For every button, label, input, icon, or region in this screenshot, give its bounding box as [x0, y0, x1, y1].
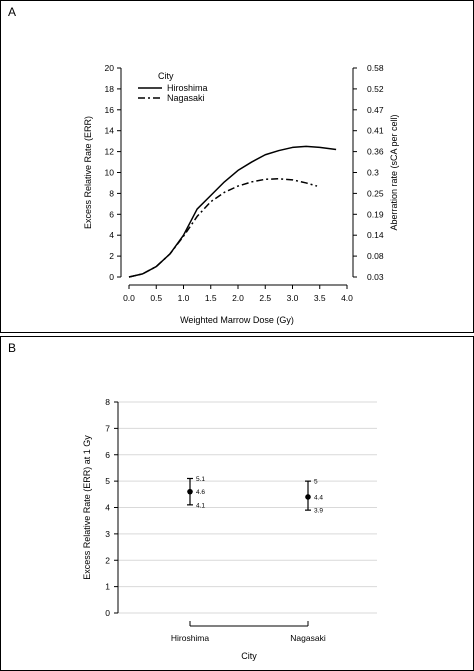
- upper-label-nagasaki: 5: [314, 479, 318, 486]
- panel-b-label: B: [8, 341, 17, 355]
- y-tick-label: 4: [105, 503, 110, 513]
- lower-label-hiroshima: 4.1: [196, 502, 205, 509]
- y-tick-label: 5: [105, 476, 110, 486]
- y2-tick-label: 0.25: [367, 188, 384, 198]
- y-tick-label: 7: [105, 423, 110, 433]
- point-nagasaki: [305, 494, 311, 500]
- y2-tick-label: 0.08: [367, 251, 384, 261]
- y-axis-title: Excess Relative Rate (ERR): [83, 116, 93, 229]
- series-line-hiroshima: [128, 145, 337, 278]
- y2-tick-label: 0.36: [367, 147, 384, 157]
- y-tick-label: 2: [105, 555, 110, 565]
- dose-response-chart: 0 2 4 6 8 10 12 14 16 18 20 0.03 0.08 0.14 0.19 0.25 0.3…: [83, 63, 399, 325]
- y-axis-title: Excess Relative Rate (ERR) at 1 Gy: [82, 435, 92, 580]
- panel-a: A 0 2 4 6 8 10 12 14 16 18 20 0.03 0.08 0.14 0.19 0.25 0…: [0, 0, 474, 333]
- y2-tick-label: 0.47: [367, 105, 384, 115]
- x-tick-label: 4.0: [341, 293, 353, 303]
- err-by-city-chart: 0 1 2 3 4 5 6 7 8 Hiroshima Nagasaki City Excess Rel…: [82, 397, 377, 661]
- x-tick-label: Hiroshima: [171, 633, 210, 643]
- y-tick-label: 6: [109, 209, 114, 219]
- y2-tick-label: 0.19: [367, 209, 384, 219]
- x-tick-label: 0.5: [150, 293, 162, 303]
- value-label-nagasaki: 4.4: [314, 494, 323, 501]
- y2-tick-label: 0.03: [367, 272, 384, 282]
- x-tick-label: 3.0: [287, 293, 299, 303]
- y-tick-label: 8: [109, 188, 114, 198]
- x-tick-label: 2.0: [232, 293, 244, 303]
- y-tick-label: 6: [105, 450, 110, 460]
- y2-tick-label: 0.14: [367, 230, 384, 240]
- y-tick-label: 12: [105, 147, 115, 157]
- legend-label-hiroshima: Hiroshima: [167, 83, 208, 93]
- value-label-hiroshima: 4.6: [196, 489, 205, 496]
- y2-tick-label: 0.3: [367, 168, 379, 178]
- x-tick-label: 3.5: [314, 293, 326, 303]
- x-tick-label: 1.0: [178, 293, 190, 303]
- x-tick-label: Nagasaki: [290, 633, 326, 643]
- point-hiroshima: [187, 488, 193, 495]
- x-axis-title: City: [241, 651, 257, 661]
- y2-tick-label: 0.41: [367, 126, 384, 136]
- y-tick-label: 2: [109, 251, 114, 261]
- legend-title: City: [158, 71, 174, 81]
- y-tick-label: 1: [105, 582, 110, 592]
- y-tick-label: 16: [105, 105, 115, 115]
- y-tick-label: 14: [105, 126, 115, 136]
- x-tick-label: 1.5: [205, 293, 217, 303]
- lower-label-nagasaki: 3.9: [314, 508, 323, 515]
- y-tick-label: 18: [105, 84, 115, 94]
- x-axis-title: Weighted Marrow Dose (Gy): [180, 315, 294, 325]
- legend-label-nagasaki: Nagasaki: [167, 93, 205, 103]
- upper-label-hiroshima: 5.1: [196, 476, 205, 483]
- series-line-nagasaki: [128, 178, 318, 278]
- y-tick-label: 10: [105, 168, 115, 178]
- y-tick-label: 4: [109, 230, 114, 240]
- y-tick-label: 0: [105, 608, 110, 618]
- panel-b: B 0 1 2 3 4 5 6 7 8 Hiroshima Nagasaki City Excess R…: [0, 336, 474, 671]
- y2-tick-label: 0.58: [367, 63, 384, 73]
- y-tick-label: 3: [105, 529, 110, 539]
- y-tick-label: 8: [105, 397, 110, 407]
- y-tick-label: 0: [109, 272, 114, 282]
- panel-a-label: A: [8, 5, 17, 19]
- y2-tick-label: 0.52: [367, 84, 384, 94]
- x-tick-label: 0.0: [123, 293, 135, 303]
- y-tick-label: 20: [105, 63, 115, 73]
- x-tick-label: 2.5: [259, 293, 271, 303]
- y2-axis-title: Aberration rate (sCA per cell): [389, 114, 399, 230]
